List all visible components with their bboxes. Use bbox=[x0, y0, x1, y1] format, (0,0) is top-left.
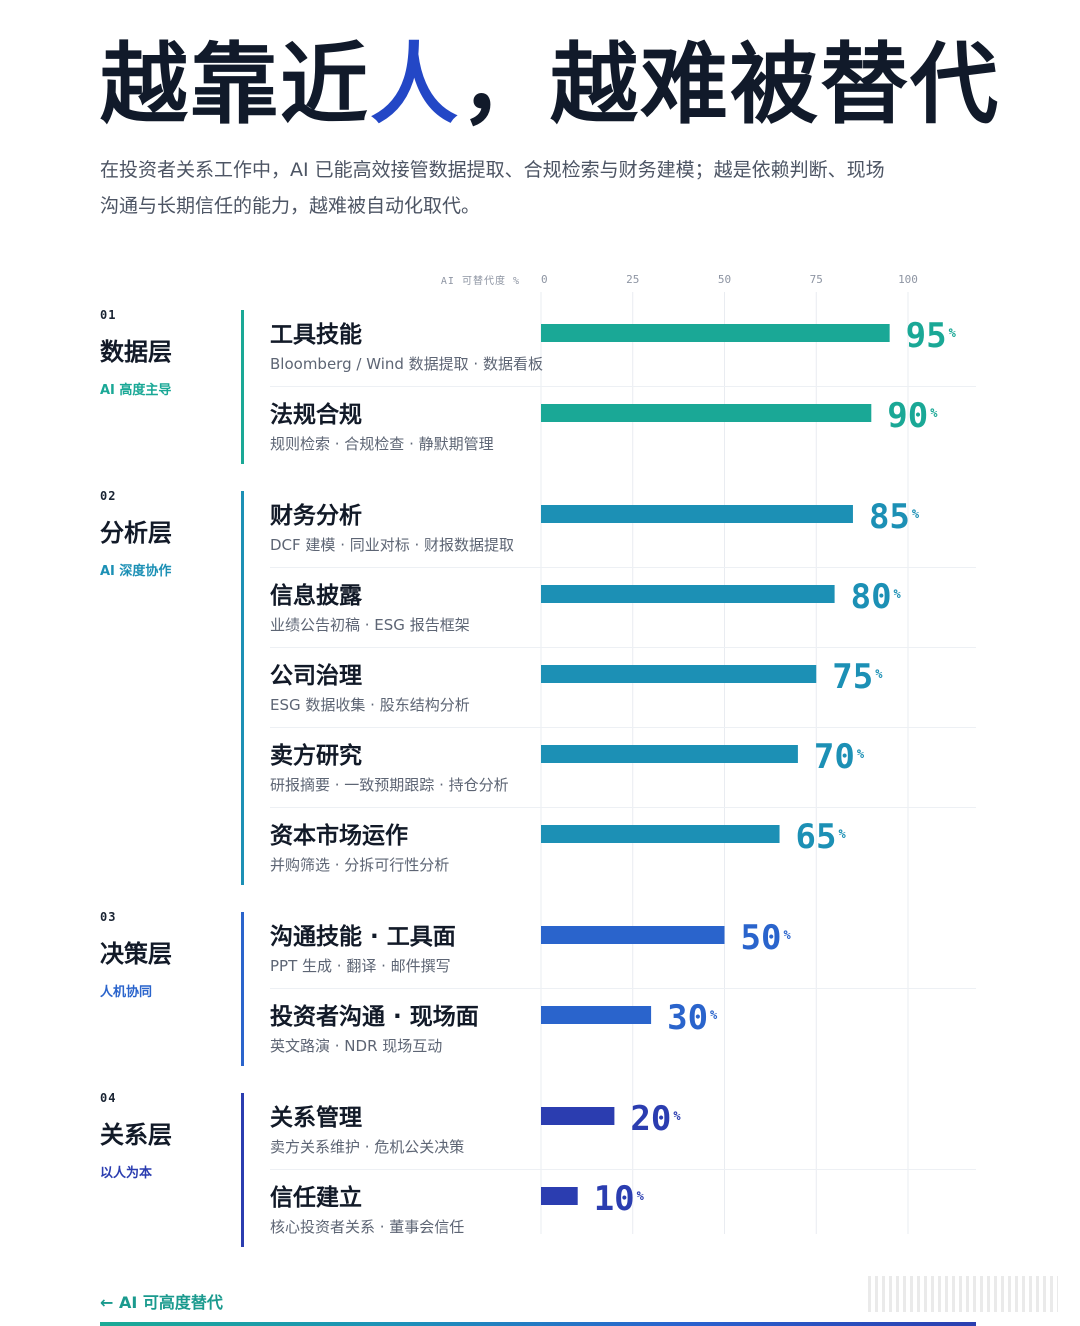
title-prefix: 越靠近 bbox=[100, 33, 371, 136]
tier-name: 分析层 bbox=[100, 519, 172, 547]
tick-label-100: 100 bbox=[898, 273, 918, 286]
axis-caption: AI 可替代度 % bbox=[440, 276, 520, 287]
tick-label-50: 50 bbox=[718, 273, 731, 286]
row-desc: 核心投资者关系 · 董事会信任 bbox=[270, 1218, 465, 1236]
tier-tag: 以人为本 bbox=[100, 1166, 153, 1181]
bar-工具技能 bbox=[541, 324, 890, 342]
page-subtitle: 在投资者关系工作中，AI 已能高效接管数据提取、合规检索与财务建模；越是依赖判断… bbox=[100, 159, 885, 217]
data-label-关系管理: 20% bbox=[630, 1099, 681, 1139]
tick-label-75: 75 bbox=[810, 273, 823, 286]
data-label-工具技能: 95% bbox=[906, 316, 957, 356]
bar-沟通技能 · 工具面 bbox=[541, 926, 725, 944]
bar-信任建立 bbox=[541, 1187, 578, 1205]
row-separator bbox=[270, 647, 976, 648]
tier-number: 02 bbox=[100, 489, 117, 503]
row-desc: 研报摘要 · 一致预期跟踪 · 持仓分析 bbox=[270, 776, 509, 794]
tier-divider-01 bbox=[241, 310, 244, 464]
tier-name: 决策层 bbox=[100, 940, 172, 968]
tier-divider-04 bbox=[241, 1093, 244, 1247]
watermark-logo bbox=[868, 1276, 1058, 1312]
row-separator bbox=[270, 807, 976, 808]
tier-block-04: 04 关系层以人为本 bbox=[100, 1091, 172, 1181]
row-separator bbox=[270, 988, 976, 989]
row-title: 信任建立 bbox=[270, 1185, 362, 1211]
bar-财务分析 bbox=[541, 505, 853, 523]
tier-number: 04 bbox=[100, 1091, 117, 1105]
data-label-沟通技能 · 工具面: 50% bbox=[741, 918, 792, 958]
page-title: 越靠近人，越难被替代 bbox=[100, 30, 1000, 140]
tier-divider-02 bbox=[241, 491, 244, 885]
row-separator bbox=[270, 567, 976, 568]
row-title: 财务分析 bbox=[270, 503, 362, 529]
tier-tag: 人机协同 bbox=[100, 985, 153, 1000]
bar-公司治理 bbox=[541, 665, 817, 683]
tier-name: 数据层 bbox=[100, 338, 172, 366]
row-separator bbox=[270, 386, 976, 387]
bar-资本市场运作 bbox=[541, 825, 780, 843]
tier-name: 关系层 bbox=[100, 1121, 172, 1149]
data-label-卖方研究: 70% bbox=[814, 737, 865, 777]
tier-number: 01 bbox=[100, 308, 117, 322]
title-suffix: ，越难被替代 bbox=[460, 33, 1001, 136]
row-desc: 卖方关系维护 · 危机公关决策 bbox=[270, 1138, 465, 1156]
row-title: 投资者沟通 · 现场面 bbox=[270, 1004, 479, 1030]
tier-tag: AI 深度协作 bbox=[100, 564, 172, 579]
tier-block-02: 02 分析层 AI 深度协作 bbox=[100, 489, 172, 579]
tier-number: 03 bbox=[100, 910, 117, 924]
row-desc: 业绩公告初稿 · ESG 报告框架 bbox=[270, 616, 470, 634]
data-label-法规合规: 90% bbox=[887, 396, 938, 436]
row-title: 法规合规 bbox=[270, 402, 362, 428]
tier-block-01: 01 数据层 AI 高度主导 bbox=[100, 308, 172, 398]
data-label-信息披露: 80% bbox=[851, 577, 902, 617]
tick-label-25: 25 bbox=[626, 273, 639, 286]
footer-gradient-bar bbox=[100, 1322, 976, 1326]
bar-关系管理 bbox=[541, 1107, 615, 1125]
bar-卖方研究 bbox=[541, 745, 798, 763]
data-label-信任建立: 10% bbox=[594, 1179, 645, 1219]
data-label-资本市场运作: 65% bbox=[796, 817, 847, 857]
row-title: 公司治理 bbox=[270, 663, 362, 689]
data-label-财务分析: 85% bbox=[869, 497, 920, 537]
tier-tag: AI 高度主导 bbox=[100, 383, 172, 398]
row-separator bbox=[270, 727, 976, 728]
row-title: 沟通技能 · 工具面 bbox=[270, 924, 456, 950]
bar-法规合规 bbox=[541, 404, 872, 422]
row-title: 工具技能 bbox=[270, 322, 362, 348]
bar-投资者沟通 · 现场面 bbox=[541, 1006, 652, 1024]
row-desc: DCF 建模 · 同业对标 · 财报数据提取 bbox=[270, 536, 515, 554]
tick-label-0: 0 bbox=[541, 273, 548, 286]
bar-信息披露 bbox=[541, 585, 835, 603]
tier-divider-03 bbox=[241, 912, 244, 1066]
row-title: 资本市场运作 bbox=[270, 823, 408, 849]
footer-legend: ← AI 可高度替代 bbox=[100, 1293, 223, 1312]
row-title: 信息披露 bbox=[270, 583, 362, 609]
row-separator bbox=[270, 1169, 976, 1170]
row-desc: PPT 生成 · 翻译 · 邮件撰写 bbox=[270, 957, 451, 975]
row-desc: 英文路演 · NDR 现场互动 bbox=[270, 1037, 443, 1055]
title-highlight: 人 bbox=[370, 33, 461, 136]
row-title: 关系管理 bbox=[270, 1105, 362, 1131]
row-desc: 并购筛选 · 分拆可行性分析 bbox=[270, 856, 450, 874]
row-desc: Bloomberg / Wind 数据提取 · 数据看板 bbox=[270, 355, 543, 373]
tier-block-03: 03 决策层人机协同 bbox=[100, 910, 172, 1000]
row-desc: 规则检索 · 合规检查 · 静默期管理 bbox=[270, 435, 494, 453]
data-label-公司治理: 75% bbox=[832, 657, 883, 697]
row-desc: ESG 数据收集 · 股东结构分析 bbox=[270, 696, 470, 714]
row-title: 卖方研究 bbox=[270, 743, 362, 769]
data-label-投资者沟通 · 现场面: 30% bbox=[667, 998, 718, 1038]
